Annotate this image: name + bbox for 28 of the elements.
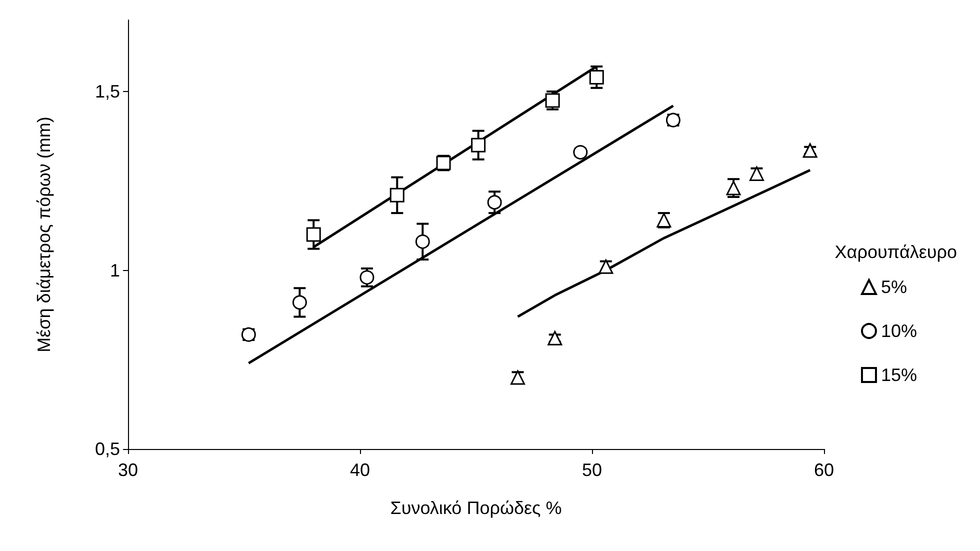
x-tick-label: 40 (350, 460, 370, 480)
point (749, 166, 764, 181)
point (471, 138, 486, 152)
x-tick-label: 50 (582, 460, 602, 480)
point (306, 227, 321, 242)
point (589, 70, 604, 84)
point (390, 188, 404, 202)
y-axis-title: Μέση διάμετρος πόρων (mm) (34, 116, 54, 352)
point (487, 195, 502, 210)
point (598, 259, 614, 274)
y-tick-label: 1 (110, 260, 120, 280)
point (573, 145, 588, 160)
legend-label: 5% (880, 277, 907, 297)
x-tick-label: 30 (118, 460, 138, 480)
y-tick-label: 0,5 (94, 439, 120, 459)
legend-label: 10% (880, 321, 918, 341)
legend-label: 15% (880, 365, 918, 385)
x-axis-title: Συνολικό Πορώδες % (390, 498, 562, 518)
y-tick-label: 1,5 (94, 82, 120, 102)
legend-title: Χαρουπάλευρο (834, 242, 958, 262)
point (510, 370, 526, 385)
point (726, 180, 741, 196)
point (292, 295, 307, 310)
x-tick-label: 60 (814, 460, 834, 480)
line-series (516, 168, 812, 318)
point (415, 234, 430, 249)
point (548, 330, 562, 346)
point (360, 270, 374, 285)
